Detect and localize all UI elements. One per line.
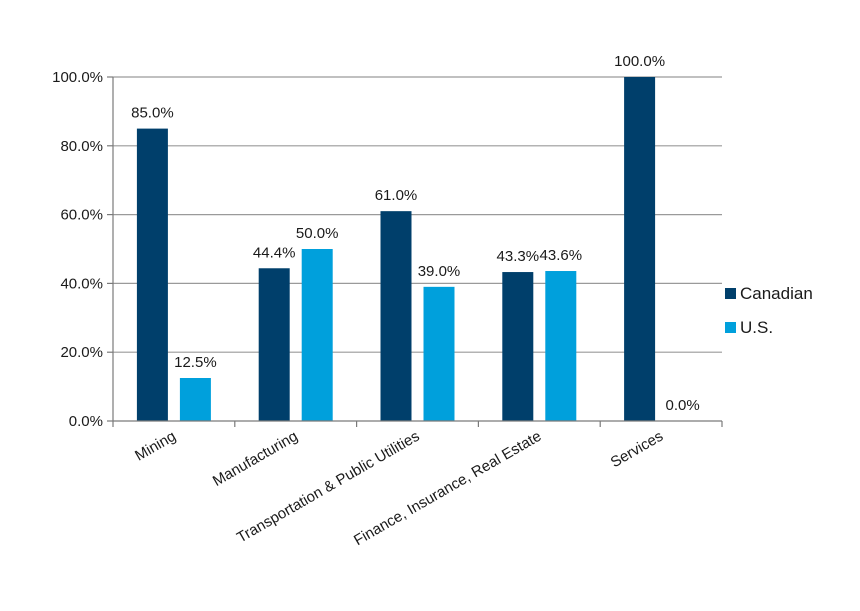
data-labels: 85.0% 12.5% 44.4%50.0% 61.0% 39.0% 43.3% 43.6%… bbox=[131, 53, 700, 414]
bars bbox=[136, 77, 656, 421]
data-label: 44.4% bbox=[253, 244, 296, 261]
bar-u-s-3 bbox=[545, 271, 577, 421]
x-category-label: Services bbox=[608, 428, 666, 471]
x-category-label: Mining bbox=[132, 428, 179, 465]
axes bbox=[112, 77, 722, 422]
y-tick-label: 40.0% bbox=[60, 275, 103, 292]
bar-canadian-4 bbox=[624, 77, 656, 421]
data-label: 85.0% bbox=[131, 105, 174, 122]
gridlines bbox=[113, 76, 722, 353]
bar-canadian-3 bbox=[502, 272, 534, 421]
data-label: 0.0% bbox=[665, 397, 699, 414]
legend-label: U.S. bbox=[740, 318, 773, 337]
y-tick-label: 0.0% bbox=[69, 413, 103, 430]
data-label: 39.0% bbox=[418, 263, 461, 280]
y-tick-label: 80.0% bbox=[60, 138, 103, 155]
y-axis-ticks: 0.0% 20.0% 40.0% 60.0% 80.0% 100.0% bbox=[52, 69, 113, 430]
legend-swatch bbox=[725, 288, 736, 299]
y-tick-label: 20.0% bbox=[60, 344, 103, 361]
data-label: 43.6% bbox=[540, 247, 583, 264]
legend-label: Canadian bbox=[740, 284, 813, 303]
bar-canadian-0 bbox=[136, 128, 168, 421]
data-label: 61.0% bbox=[375, 187, 418, 204]
bar-u-s-2 bbox=[423, 286, 455, 421]
data-label: 12.5% bbox=[174, 354, 217, 371]
y-tick-label: 60.0% bbox=[60, 207, 103, 224]
x-category-label: Manufacturing bbox=[210, 428, 301, 490]
data-label: 50.0% bbox=[296, 225, 339, 242]
data-label: 100.0% bbox=[614, 53, 665, 70]
bar-u-s-0 bbox=[179, 378, 211, 421]
legend-swatch bbox=[725, 322, 736, 333]
bar-canadian-2 bbox=[380, 211, 412, 421]
x-category-label: Finance, Insurance, Real Estate bbox=[351, 428, 544, 549]
data-label: 43.3% bbox=[497, 248, 540, 265]
bar-canadian-1 bbox=[258, 268, 290, 421]
legend: Canadian U.S. bbox=[725, 284, 813, 337]
y-tick-label: 100.0% bbox=[52, 69, 103, 86]
bar-u-s-1 bbox=[301, 249, 333, 421]
